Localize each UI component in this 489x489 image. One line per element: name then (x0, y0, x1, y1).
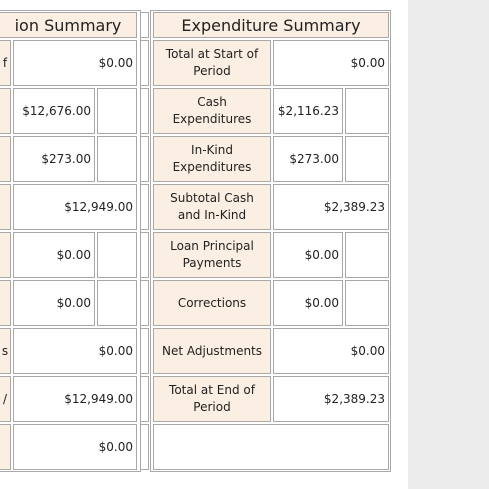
separator (140, 40, 149, 86)
row-label (0, 424, 11, 470)
separator (140, 12, 149, 38)
empty-cell (153, 424, 389, 470)
empty-cell (97, 88, 137, 134)
row-label: Total at End of Period (153, 376, 271, 422)
side-panel (408, 0, 489, 489)
row-label (0, 280, 11, 326)
value-cell: $0.00 (273, 232, 343, 278)
separator (140, 280, 149, 326)
value-cell: $2,389.23 (273, 376, 389, 422)
row-label: Loan Principal Payments (153, 232, 271, 278)
row-label: Total at Start of Period (153, 40, 271, 86)
left-header: ion Summary (0, 12, 137, 38)
row-label: In-Kind Expenditures (153, 136, 271, 182)
value-cell: $12,949.00 (13, 376, 137, 422)
value-cell: $12,949.00 (13, 184, 137, 230)
row-label: Corrections (153, 280, 271, 326)
separator (140, 376, 149, 422)
row-label: Cash Expenditures (153, 88, 271, 134)
empty-cell (97, 136, 137, 182)
value-cell: $0.00 (13, 424, 137, 470)
separator (140, 424, 149, 470)
empty-cell (345, 88, 389, 134)
separator (140, 184, 149, 230)
row-label: Subtotal Cash and In-Kind (153, 184, 271, 230)
value-cell: $0.00 (273, 40, 389, 86)
separator (140, 88, 149, 134)
separator (140, 328, 149, 374)
row-label: / (0, 376, 11, 422)
value-cell: $12,676.00 (13, 88, 95, 134)
value-cell: $0.00 (13, 328, 137, 374)
row-label (0, 136, 11, 182)
value-cell: $0.00 (13, 232, 95, 278)
row-label (0, 232, 11, 278)
empty-cell (345, 136, 389, 182)
separator (140, 232, 149, 278)
value-cell: $0.00 (273, 280, 343, 326)
value-cell: $0.00 (273, 328, 389, 374)
separator (140, 136, 149, 182)
empty-cell (345, 232, 389, 278)
right-table (150, 10, 391, 472)
value-cell: $2,389.23 (273, 184, 389, 230)
value-cell: $2,116.23 (273, 88, 343, 134)
value-cell: $273.00 (13, 136, 95, 182)
right-header: Expenditure Summary (153, 12, 389, 38)
row-label (0, 184, 11, 230)
empty-cell (345, 280, 389, 326)
row-label: Net Adjustments (153, 328, 271, 374)
row-label (0, 88, 11, 134)
empty-cell (97, 232, 137, 278)
empty-cell (97, 280, 137, 326)
row-label: s (0, 328, 11, 374)
value-cell: $0.00 (13, 280, 95, 326)
value-cell: $273.00 (273, 136, 343, 182)
row-label: f (0, 40, 11, 86)
value-cell: $0.00 (13, 40, 137, 86)
